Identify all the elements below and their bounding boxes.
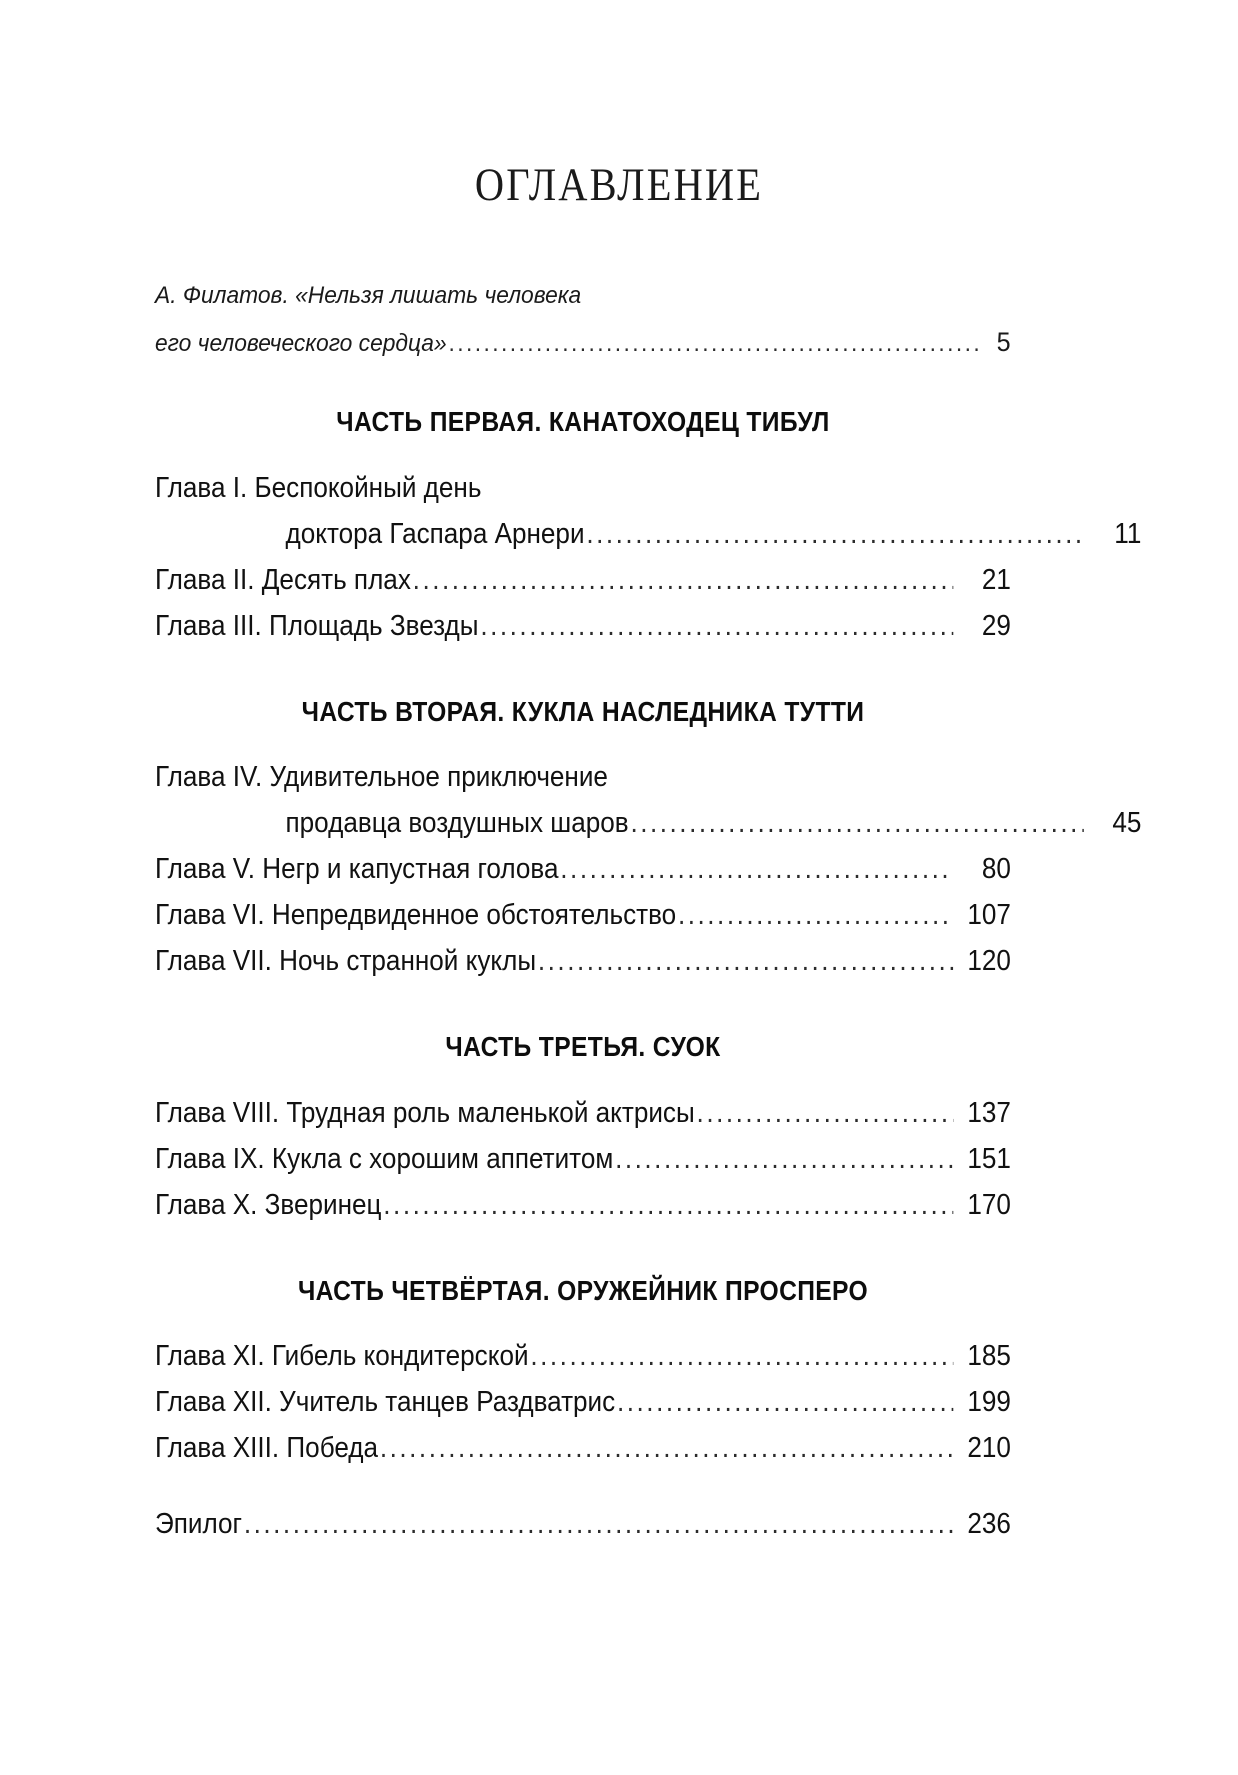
chapter-page-number: 120 bbox=[967, 945, 1011, 978]
chapter-title: Глава X. Зверинец bbox=[155, 1188, 382, 1221]
dot-leader: ........................................… bbox=[412, 563, 954, 596]
foreword-page-number: 5 bbox=[996, 327, 1011, 357]
toc-entry-chapter[interactable]: Глава II. Десять плах...................… bbox=[155, 557, 1011, 603]
chapter-row: Глава IV. Удивительное приключение bbox=[155, 754, 925, 800]
chapter-row: продавца воздушных шаров................… bbox=[155, 800, 1142, 846]
chapter-title: Глава VIII. Трудная роль маленькой актри… bbox=[155, 1096, 695, 1129]
chapter-row: Глава XI. Гибель кондитерской...........… bbox=[155, 1333, 1011, 1379]
dot-leader: ........................................… bbox=[379, 1432, 953, 1465]
dot-leader: ........................................… bbox=[696, 1096, 954, 1129]
toc-entry-chapter[interactable]: Глава VI. Непредвиденное обстоятельство.… bbox=[155, 892, 1011, 938]
dot-leader: ........................................… bbox=[616, 1386, 953, 1419]
epilogue-label: Эпилог bbox=[155, 1508, 243, 1541]
chapter-row: Глава VIII. Трудная роль маленькой актри… bbox=[155, 1090, 1011, 1136]
chapter-page-number: 107 bbox=[967, 899, 1011, 932]
chapter-page-number: 210 bbox=[967, 1432, 1011, 1465]
chapter-page-number: 80 bbox=[981, 853, 1011, 886]
toc-entry-list: А. Филатов. «Нельзя лишать человека его … bbox=[155, 272, 1142, 1547]
toc-entry-chapter[interactable]: Глава XIII. Победа......................… bbox=[155, 1425, 1011, 1471]
chapter-row: Глава VI. Непредвиденное обстоятельство.… bbox=[155, 892, 1011, 938]
chapter-page-number: 29 bbox=[981, 609, 1011, 642]
foreword-title-line-1: А. Филатов. «Нельзя лишать человека bbox=[155, 282, 582, 309]
chapter-page-number: 170 bbox=[967, 1188, 1011, 1221]
chapter-page-number: 199 bbox=[967, 1386, 1011, 1419]
part-heading: ЧАСТЬ ВТОРАЯ. КУКЛА НАСЛЕДНИКА ТУТТИ bbox=[301, 695, 865, 727]
chapter-page-number: 21 bbox=[981, 563, 1011, 596]
dot-leader: ........................................… bbox=[586, 517, 1084, 550]
part-heading: ЧАСТЬ ТРЕТЬЯ. СУОК bbox=[445, 1031, 721, 1063]
parts-container: ЧАСТЬ ПЕРВАЯ. КАНАТОХОДЕЦ ТИБУЛ Глава I. … bbox=[155, 405, 1142, 1471]
chapter-row: доктора Гаспара Арнери..................… bbox=[155, 511, 1142, 557]
chapter-row: Глава X. Зверинец.......................… bbox=[155, 1182, 1011, 1228]
dot-leader: ........................................… bbox=[530, 1340, 953, 1373]
chapter-title: доктора Гаспара Арнери bbox=[285, 517, 585, 550]
toc-entry-chapter[interactable]: Глава XII. Учитель танцев Раздватрис....… bbox=[155, 1379, 1011, 1425]
chapter-title: Глава VII. Ночь странной куклы bbox=[155, 945, 537, 978]
chapter-title: продавца воздушных шаров bbox=[285, 807, 629, 840]
toc-entry-chapter[interactable]: Глава V. Негр и капустная голова........… bbox=[155, 846, 1011, 892]
spacer bbox=[155, 1471, 1011, 1501]
dot-leader: ........................................… bbox=[480, 609, 953, 642]
chapter-row: Глава XIII. Победа......................… bbox=[155, 1425, 1011, 1471]
chapter-page-number: 45 bbox=[1112, 807, 1142, 840]
chapter-title: Глава XII. Учитель танцев Раздватрис bbox=[155, 1386, 616, 1419]
chapter-title: Глава IV. Удивительное приключение bbox=[155, 761, 608, 794]
foreword-title-line-2-row: его человеческого сердца» ..............… bbox=[155, 319, 1011, 367]
chapter-page-number: 137 bbox=[967, 1096, 1011, 1129]
dot-leader: ........................................… bbox=[243, 1508, 953, 1541]
toc-entry-chapter[interactable]: Глава IX. Кукла с хорошим аппетитом.....… bbox=[155, 1136, 1011, 1182]
chapter-page-number: 11 bbox=[1114, 517, 1142, 550]
foreword-title-line-2: его человеческого сердца» bbox=[155, 330, 447, 357]
toc-entry-chapter[interactable]: Глава VIII. Трудная роль маленькой актри… bbox=[155, 1090, 1011, 1136]
toc-entry-epilogue[interactable]: Эпилог .................................… bbox=[155, 1501, 1011, 1547]
toc-entry-chapter[interactable]: Глава VII. Ночь странной куклы..........… bbox=[155, 938, 1011, 984]
chapter-title: Глава IX. Кукла с хорошим аппетитом bbox=[155, 1142, 614, 1175]
chapter-title: Глава II. Десять плах bbox=[155, 563, 411, 596]
toc-entry-foreword[interactable]: А. Филатов. «Нельзя лишать человека его … bbox=[155, 272, 1011, 367]
chapter-title: Глава III. Площадь Звезды bbox=[155, 609, 479, 642]
toc-entry-chapter[interactable]: Глава IV. Удивительное приключение bbox=[155, 754, 1011, 800]
chapter-row: Глава I. Беспокойный день bbox=[155, 465, 925, 511]
chapter-row: Глава IX. Кукла с хорошим аппетитом.....… bbox=[155, 1136, 1011, 1182]
dot-leader: ........................................… bbox=[615, 1142, 953, 1175]
chapter-title: Глава XI. Гибель кондитерской bbox=[155, 1340, 529, 1373]
dot-leader: ........................................… bbox=[537, 945, 953, 978]
toc-entry-chapter[interactable]: Глава III. Площадь Звезды...............… bbox=[155, 603, 1011, 649]
dot-leader: ........................................… bbox=[630, 807, 1084, 840]
chapter-title: Глава XIII. Победа bbox=[155, 1432, 379, 1465]
toc-entry-chapter[interactable]: Глава X. Зверинец.......................… bbox=[155, 1182, 1011, 1228]
toc-entry-chapter[interactable]: Глава I. Беспокойный день bbox=[155, 465, 1011, 511]
dot-leader: ........................................… bbox=[383, 1188, 953, 1221]
epilogue-page-number: 236 bbox=[967, 1508, 1011, 1541]
dot-leader: ........................................… bbox=[448, 330, 979, 357]
chapter-row: Глава II. Десять плах...................… bbox=[155, 557, 1011, 603]
toc-entry-chapter[interactable]: доктора Гаспара Арнери..................… bbox=[155, 511, 1142, 557]
chapter-row: Глава III. Площадь Звезды...............… bbox=[155, 603, 1011, 649]
page-title: ОГЛАВЛЕНИЕ bbox=[474, 159, 764, 211]
part-heading: ЧАСТЬ ПЕРВАЯ. КАНАТОХОДЕЦ ТИБУЛ bbox=[336, 406, 830, 437]
epilogue-row: Эпилог .................................… bbox=[155, 1501, 1011, 1547]
chapter-title: Глава I. Беспокойный день bbox=[155, 471, 482, 504]
chapter-row: Глава V. Негр и капустная голова........… bbox=[155, 846, 1011, 892]
chapter-row: Глава VII. Ночь странной куклы..........… bbox=[155, 938, 1011, 984]
chapter-row: Глава XII. Учитель танцев Раздватрис....… bbox=[155, 1379, 1011, 1425]
chapter-title: Глава V. Негр и капустная голова bbox=[155, 853, 559, 886]
chapter-title: Глава VI. Непредвиденное обстоятельство bbox=[155, 899, 677, 932]
dot-leader: ........................................… bbox=[560, 853, 953, 886]
toc-entry-chapter[interactable]: Глава XI. Гибель кондитерской...........… bbox=[155, 1333, 1011, 1379]
toc-entry-chapter[interactable]: продавца воздушных шаров................… bbox=[155, 800, 1142, 846]
chapter-page-number: 151 bbox=[967, 1142, 1011, 1175]
dot-leader: ........................................… bbox=[677, 899, 953, 932]
chapter-page-number: 185 bbox=[967, 1340, 1011, 1373]
part-heading: ЧАСТЬ ЧЕТВЁРТАЯ. ОРУЖЕЙНИК ПРОСПЕРО bbox=[297, 1274, 869, 1306]
